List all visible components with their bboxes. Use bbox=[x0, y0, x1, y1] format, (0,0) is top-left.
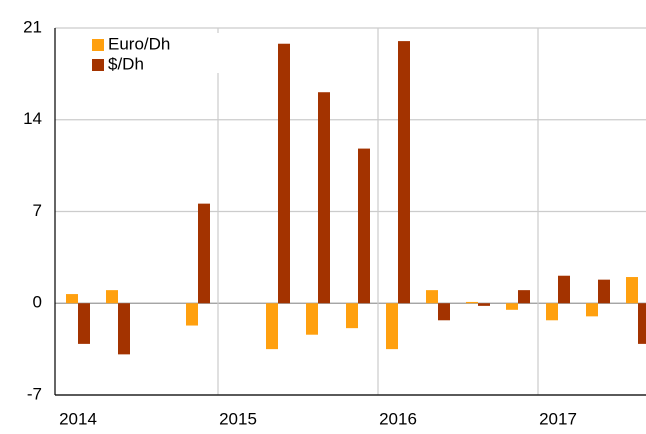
y-tick-label: 21 bbox=[23, 17, 42, 36]
bar bbox=[478, 303, 490, 306]
bar bbox=[638, 303, 646, 344]
legend: Euro/Dh$/Dh bbox=[85, 33, 220, 73]
bar bbox=[558, 275, 570, 304]
bar bbox=[386, 303, 398, 350]
y-tick-label: 0 bbox=[33, 293, 42, 312]
y-tick-label: 14 bbox=[23, 109, 42, 128]
bar bbox=[186, 303, 198, 326]
bar bbox=[78, 303, 90, 344]
x-tick-label: 2014 bbox=[59, 409, 97, 428]
grid bbox=[55, 27, 646, 396]
bar bbox=[106, 290, 118, 304]
bar bbox=[626, 277, 638, 304]
y-tick-label: 7 bbox=[33, 201, 42, 220]
bar bbox=[306, 303, 318, 335]
bars bbox=[66, 41, 646, 355]
bar bbox=[278, 43, 290, 304]
bar bbox=[518, 290, 530, 304]
bar bbox=[598, 279, 610, 304]
bar bbox=[318, 92, 330, 304]
bar bbox=[506, 303, 518, 310]
legend-swatch bbox=[92, 59, 104, 71]
x-tick-label: 2016 bbox=[379, 409, 417, 428]
bar bbox=[346, 303, 358, 329]
x-tick-label: 2017 bbox=[539, 409, 577, 428]
legend-swatch bbox=[92, 39, 104, 51]
bar bbox=[426, 290, 438, 304]
bar bbox=[198, 203, 210, 304]
bar bbox=[66, 294, 78, 304]
bar bbox=[466, 301, 478, 304]
bar bbox=[118, 303, 130, 355]
bar bbox=[398, 41, 410, 304]
legend-label: $/Dh bbox=[108, 54, 144, 73]
legend-label: Euro/Dh bbox=[108, 34, 170, 53]
x-tick-label: 2015 bbox=[219, 409, 257, 428]
axes: -7 0 7 14 21 2014 2015 2016 2017 bbox=[23, 17, 646, 428]
bar bbox=[546, 303, 558, 321]
bar bbox=[358, 148, 370, 304]
bar bbox=[438, 303, 450, 321]
bar bbox=[266, 303, 278, 350]
y-tick-label: -7 bbox=[27, 384, 42, 403]
bar bbox=[586, 303, 598, 317]
legend-box bbox=[85, 33, 220, 73]
